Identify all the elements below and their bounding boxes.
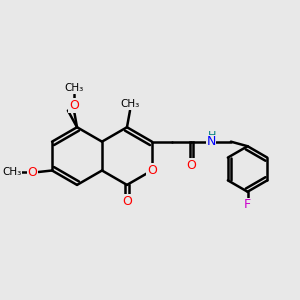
Text: N: N	[206, 135, 216, 148]
Text: O: O	[147, 164, 157, 177]
Text: CH₃: CH₃	[2, 167, 22, 177]
Text: O: O	[187, 159, 196, 172]
Text: O: O	[69, 99, 79, 112]
Text: CH₃: CH₃	[64, 83, 84, 93]
Text: CH₃: CH₃	[120, 100, 140, 110]
Text: O: O	[122, 195, 132, 208]
Text: F: F	[244, 198, 251, 211]
Text: H: H	[208, 131, 216, 141]
Text: O: O	[27, 166, 37, 178]
